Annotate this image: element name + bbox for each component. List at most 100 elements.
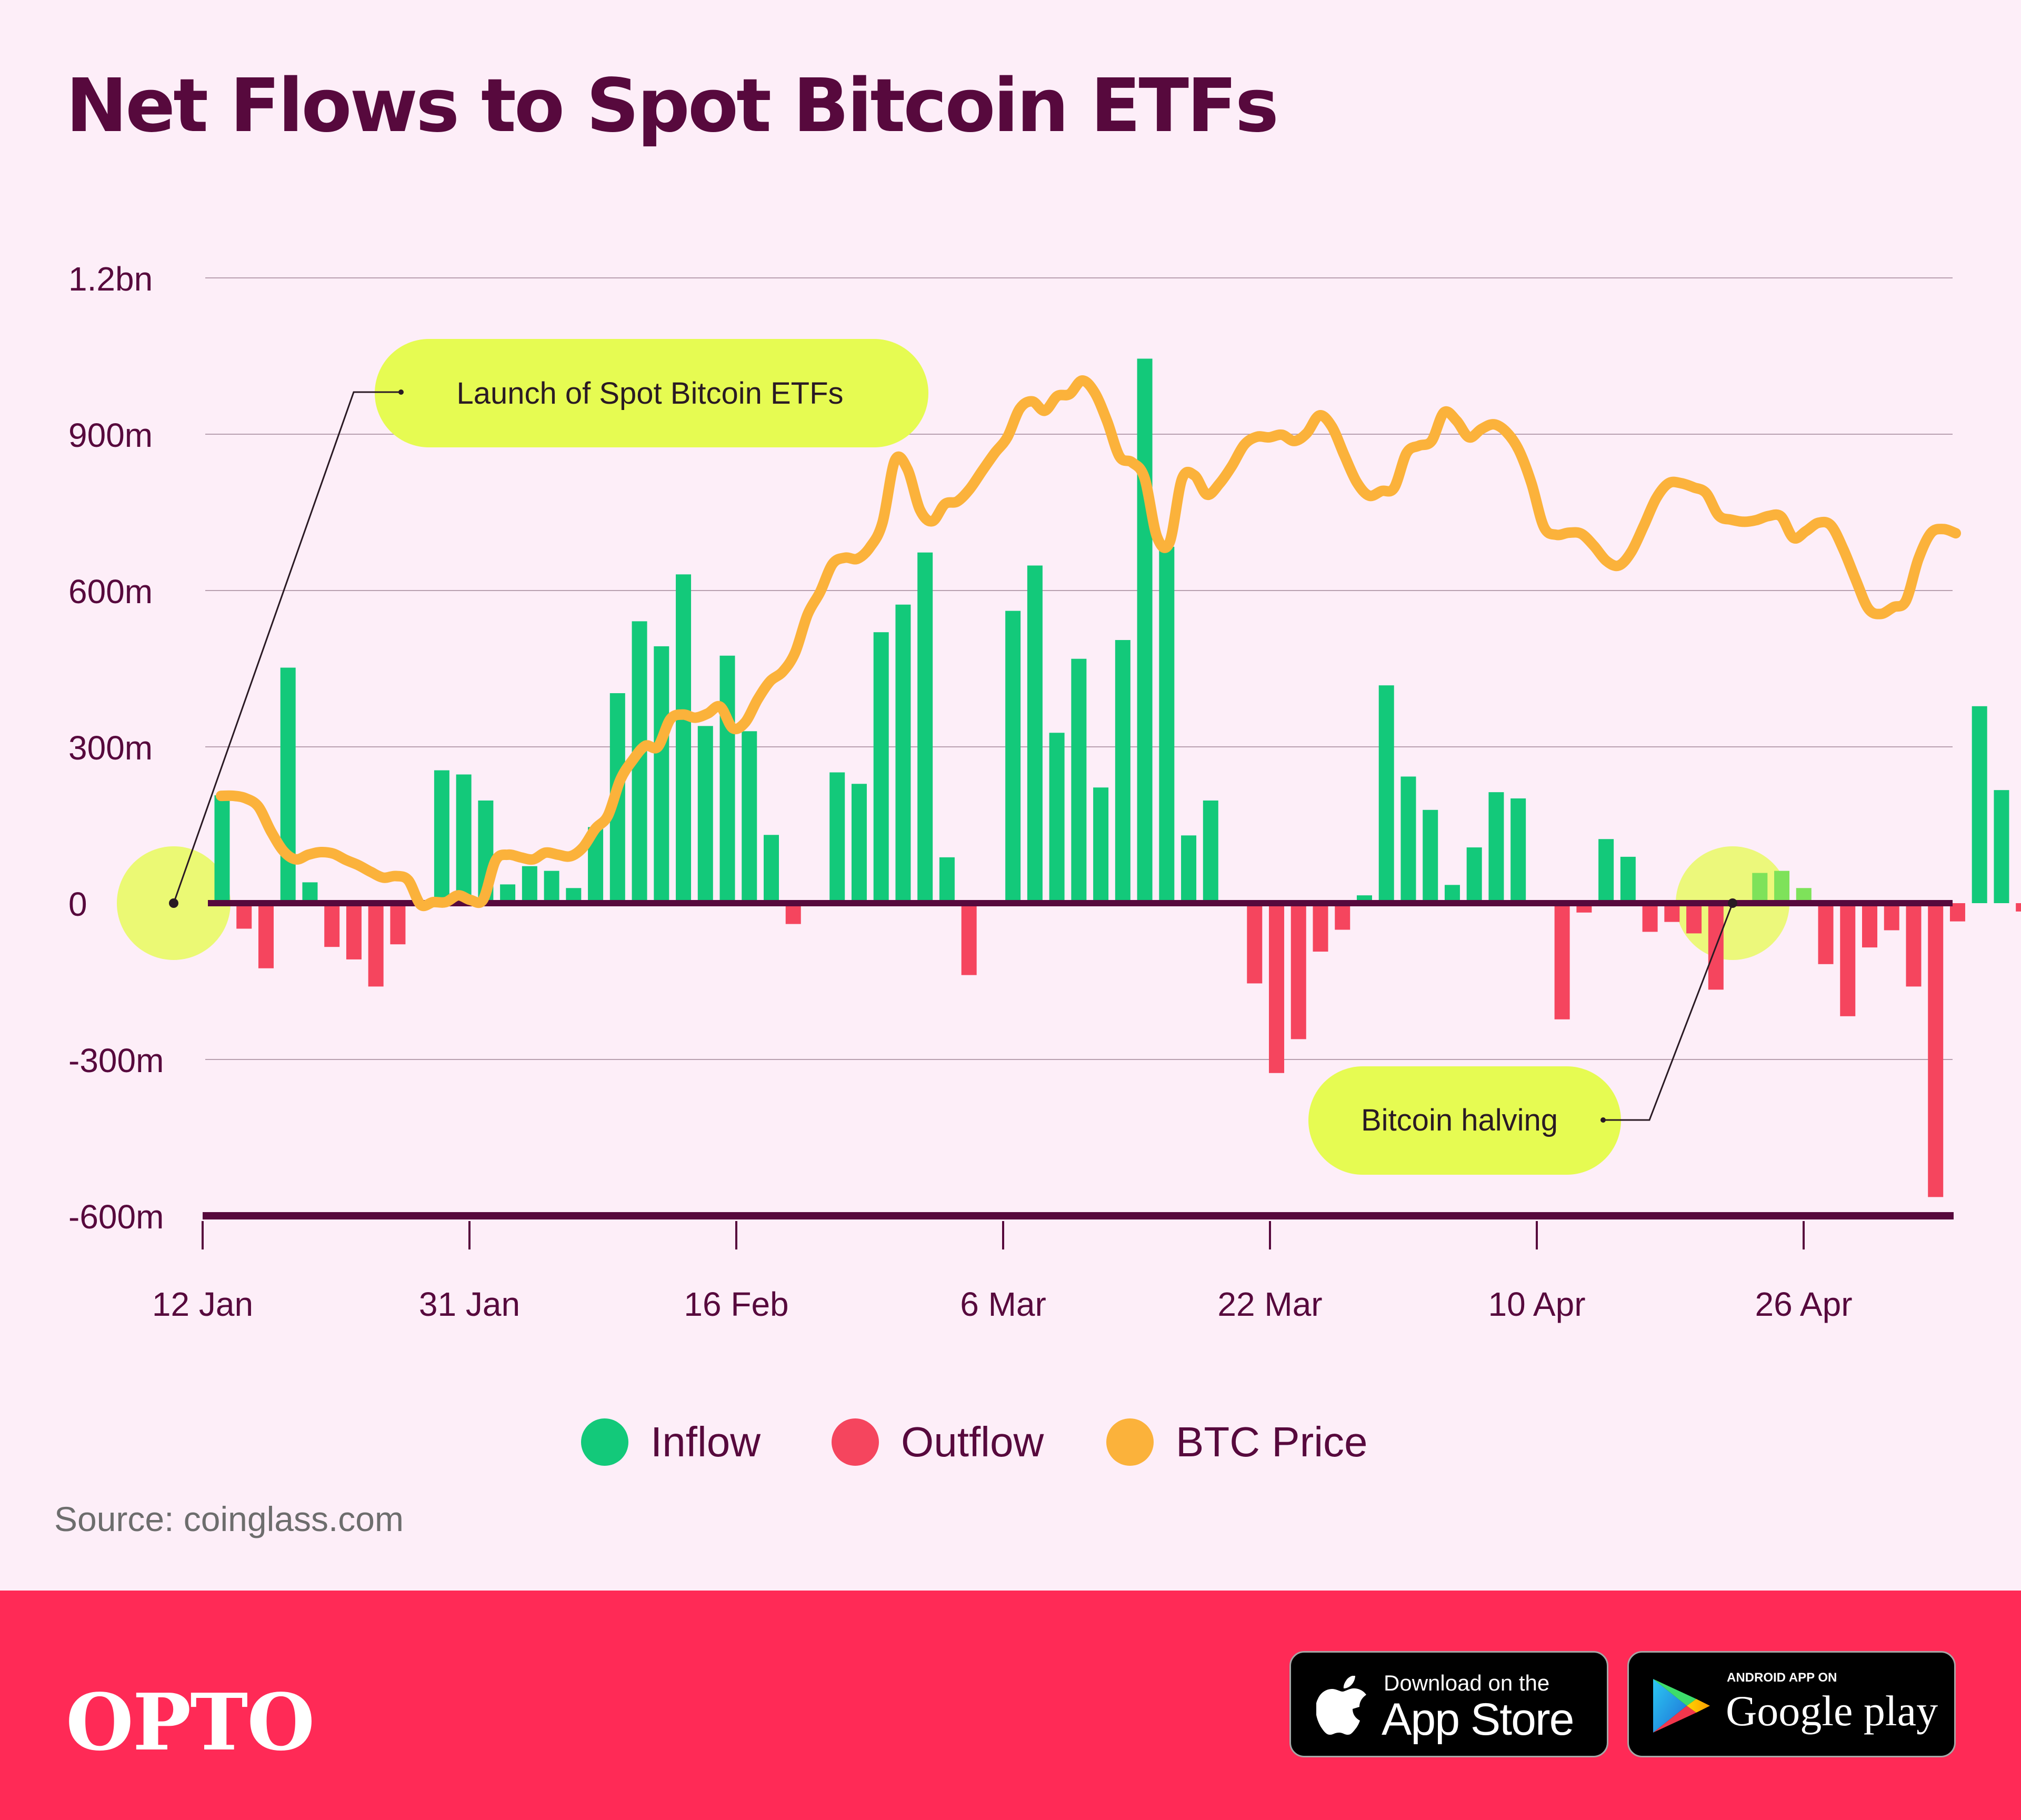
inflow-bar <box>214 795 230 903</box>
btc-price-line <box>216 375 1961 912</box>
app-store-button[interactable]: Download on the App Store <box>1289 1651 1608 1757</box>
inflow-bar <box>1071 658 1087 903</box>
legend-label-outflow: Outflow <box>901 1418 1044 1465</box>
halving-leader-dot <box>1600 1117 1606 1123</box>
x-tick-label: 16 Feb <box>684 1285 788 1323</box>
outflow-bar <box>390 903 406 945</box>
google-play-small-label: ANDROID APP ON <box>1727 1671 1837 1685</box>
launch-annotation-bubble <box>375 339 928 447</box>
y-tick-label: 0 <box>68 885 87 923</box>
x-tick-label: 31 Jan <box>419 1285 520 1323</box>
inflow-bar <box>1620 856 1636 903</box>
y-tick-label: -600m <box>68 1198 164 1236</box>
source-note: Source: coinglass.com <box>54 1499 404 1538</box>
inflow-bar <box>1203 800 1218 903</box>
inflow-bar <box>676 574 692 903</box>
y-tick-label: 600m <box>68 573 153 611</box>
y-tick-label: 300m <box>68 729 153 767</box>
chart-legend: Inflow Outflow BTC Price <box>0 1405 2021 1479</box>
flow-bars <box>214 358 2021 1197</box>
annotations: Launch of Spot Bitcoin ETFs Bitcoin halvi… <box>169 339 1737 1175</box>
inflow-bar <box>697 726 713 903</box>
inflow-bar <box>1378 685 1394 903</box>
play-triangle-icon <box>1653 1679 1710 1733</box>
inflow-bar <box>1181 835 1197 903</box>
outflow-bar <box>1642 903 1658 932</box>
apple-icon <box>1316 1676 1366 1735</box>
halving-leader-line <box>1603 903 1734 1121</box>
y-tick-label: 900m <box>68 416 153 454</box>
x-tick-label: 10 Apr <box>1488 1285 1585 1323</box>
launch-marker-dot <box>169 898 178 908</box>
app-store-big-label: App Store <box>1382 1694 1574 1745</box>
x-tick-label: 26 Apr <box>1755 1285 1852 1323</box>
inflow-bar <box>1972 706 1987 903</box>
opto-logo[interactable]: OPTO <box>66 1676 315 1768</box>
x-axis-tick-labels: 12 Jan 31 Jan 16 Feb 6 Mar 22 Mar 10 Apr 26 Ap… <box>152 1221 1853 1323</box>
google-play-button[interactable]: ANDROID APP ON Google play <box>1627 1651 1956 1757</box>
outflow-bar <box>1884 903 1899 931</box>
x-tick-label: 12 Jan <box>152 1285 253 1323</box>
outflow-bar <box>1247 903 1263 984</box>
legend-label-btc-price: BTC Price <box>1176 1418 1368 1465</box>
outflow-bar <box>324 903 340 947</box>
y-tick-label: 1.2bn <box>68 260 153 298</box>
inflow-bar <box>544 871 559 903</box>
outflow-bar <box>1335 903 1350 930</box>
legend-item-outflow: Outflow <box>832 1405 1044 1479</box>
chart-title: Net Flows to Spot Bitcoin ETFs <box>66 63 1279 149</box>
inflow-bar <box>1598 839 1614 903</box>
outflow-bar <box>1840 903 1856 1016</box>
launch-leader-dot <box>398 389 404 395</box>
inflow-bar <box>1423 809 1438 903</box>
inflow-bar <box>280 667 296 903</box>
outflow-bar <box>1928 903 1944 1197</box>
outflow-bar <box>785 903 801 924</box>
inflow-bar <box>1400 776 1416 903</box>
outflow-bar <box>1269 903 1285 1073</box>
y-axis-tick-labels: 1.2bn 900m 600m 300m 0 -300m -600m <box>68 260 164 1236</box>
inflow-bar <box>873 632 889 903</box>
halving-annotation-text: Bitcoin halving <box>1361 1103 1558 1137</box>
inflow-bar <box>1510 798 1526 903</box>
app-store-small-label: Download on the <box>1384 1671 1550 1695</box>
inflow-bar <box>1774 871 1790 903</box>
outflow-bar <box>1686 903 1702 934</box>
footer-banner: OPTO Download on the App Store <box>0 1591 2021 1820</box>
inflow-bar <box>1159 546 1175 903</box>
inflow-bar <box>654 646 669 903</box>
halving-marker-dot <box>1728 898 1737 908</box>
inflow-bar <box>939 857 955 903</box>
outflow-bar <box>1862 903 1877 948</box>
google-play-big-label: Google play <box>1726 1687 1938 1735</box>
y-tick-label: -300m <box>68 1042 164 1079</box>
inflow-bar <box>1466 847 1482 903</box>
halving-annotation-bubble <box>1308 1066 1621 1175</box>
inflow-bar <box>764 835 779 903</box>
launch-annotation-text: Launch of Spot Bitcoin ETFs <box>456 376 843 411</box>
btc-price-series <box>216 375 1961 912</box>
x-tick-label: 22 Mar <box>1217 1285 1322 1323</box>
legend-label-inflow: Inflow <box>651 1418 761 1465</box>
inflow-bar <box>1115 640 1130 903</box>
legend-swatch-btc-price <box>1106 1418 1154 1466</box>
outflow-bar <box>1554 903 1570 1019</box>
inflow-bar <box>456 774 472 903</box>
inflow-bar <box>1752 873 1768 903</box>
outflow-bar <box>1313 903 1328 952</box>
inflow-bar <box>1994 790 2009 903</box>
inflow-bar <box>742 731 757 903</box>
outflow-bar <box>2016 903 2021 912</box>
inflow-bar <box>829 772 845 903</box>
inflow-bar <box>1027 565 1043 903</box>
inflow-bar <box>1093 787 1109 903</box>
legend-swatch-inflow <box>581 1418 628 1466</box>
inflow-bar <box>895 604 911 903</box>
outflow-bar <box>368 903 384 987</box>
legend-item-inflow: Inflow <box>581 1405 761 1479</box>
outflow-bar <box>346 903 362 959</box>
inflow-bar <box>1488 792 1504 903</box>
launch-leader-line <box>173 391 401 904</box>
inflow-bar <box>302 882 318 903</box>
